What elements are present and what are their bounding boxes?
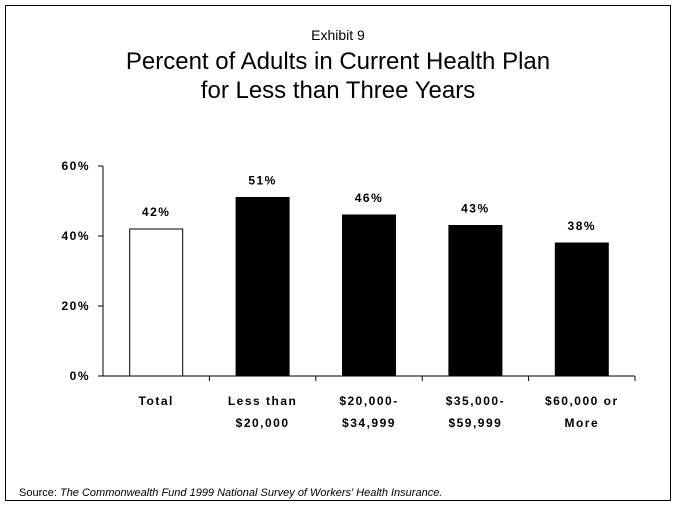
x-tick-label: $59,999 xyxy=(448,416,502,430)
source-text: The Commonwealth Fund 1999 National Surv… xyxy=(59,487,443,499)
bar xyxy=(235,197,290,377)
x-tick-label: $20,000 xyxy=(236,416,290,430)
y-axis: 0% 20% 40% 60% xyxy=(61,159,104,383)
bar-chart: 0% 20% 40% 60% Total Less than $20,000 $20,000… xyxy=(61,159,636,430)
chart-title-line-1: Percent of Adults in Current Health Plan xyxy=(125,48,551,75)
y-tick-label: 0% xyxy=(70,369,90,383)
bar xyxy=(342,214,396,377)
x-tick-label: $60,000 or xyxy=(545,394,619,408)
bar xyxy=(448,225,503,377)
bar xyxy=(554,242,609,377)
data-labels: 42% 51% 46% 43% 38% xyxy=(142,174,597,234)
y-tick-label: 60% xyxy=(61,159,90,173)
x-tick-label: Total xyxy=(139,394,174,408)
x-tick-label: Less than xyxy=(228,394,298,408)
chart-title: Percent of Adults in Current Health Plan… xyxy=(0,47,676,105)
data-label: 43% xyxy=(461,202,490,216)
chart-supertitle: Exhibit 9 xyxy=(311,27,365,43)
data-label: 51% xyxy=(248,174,277,188)
y-tick-label: 20% xyxy=(61,299,90,313)
x-tick-label: $34,999 xyxy=(342,416,396,430)
source-prefix: Source: xyxy=(19,487,60,499)
data-label: 46% xyxy=(355,191,384,205)
x-tick-label: More xyxy=(564,416,599,430)
y-tick-label: 40% xyxy=(61,229,90,243)
chart-title-line-2: for Less than Three Years xyxy=(200,77,476,104)
x-tick-label: $35,000- xyxy=(446,394,505,408)
bar xyxy=(129,228,184,377)
source-note: Source: The Commonwealth Fund 1999 Natio… xyxy=(19,487,442,499)
bars xyxy=(129,197,609,377)
x-axis: Total Less than $20,000 $20,000- $34,999 $35,… xyxy=(103,375,636,430)
data-label: 38% xyxy=(568,219,597,233)
data-label: 42% xyxy=(142,205,171,219)
x-tick-label: $20,000- xyxy=(339,394,398,408)
